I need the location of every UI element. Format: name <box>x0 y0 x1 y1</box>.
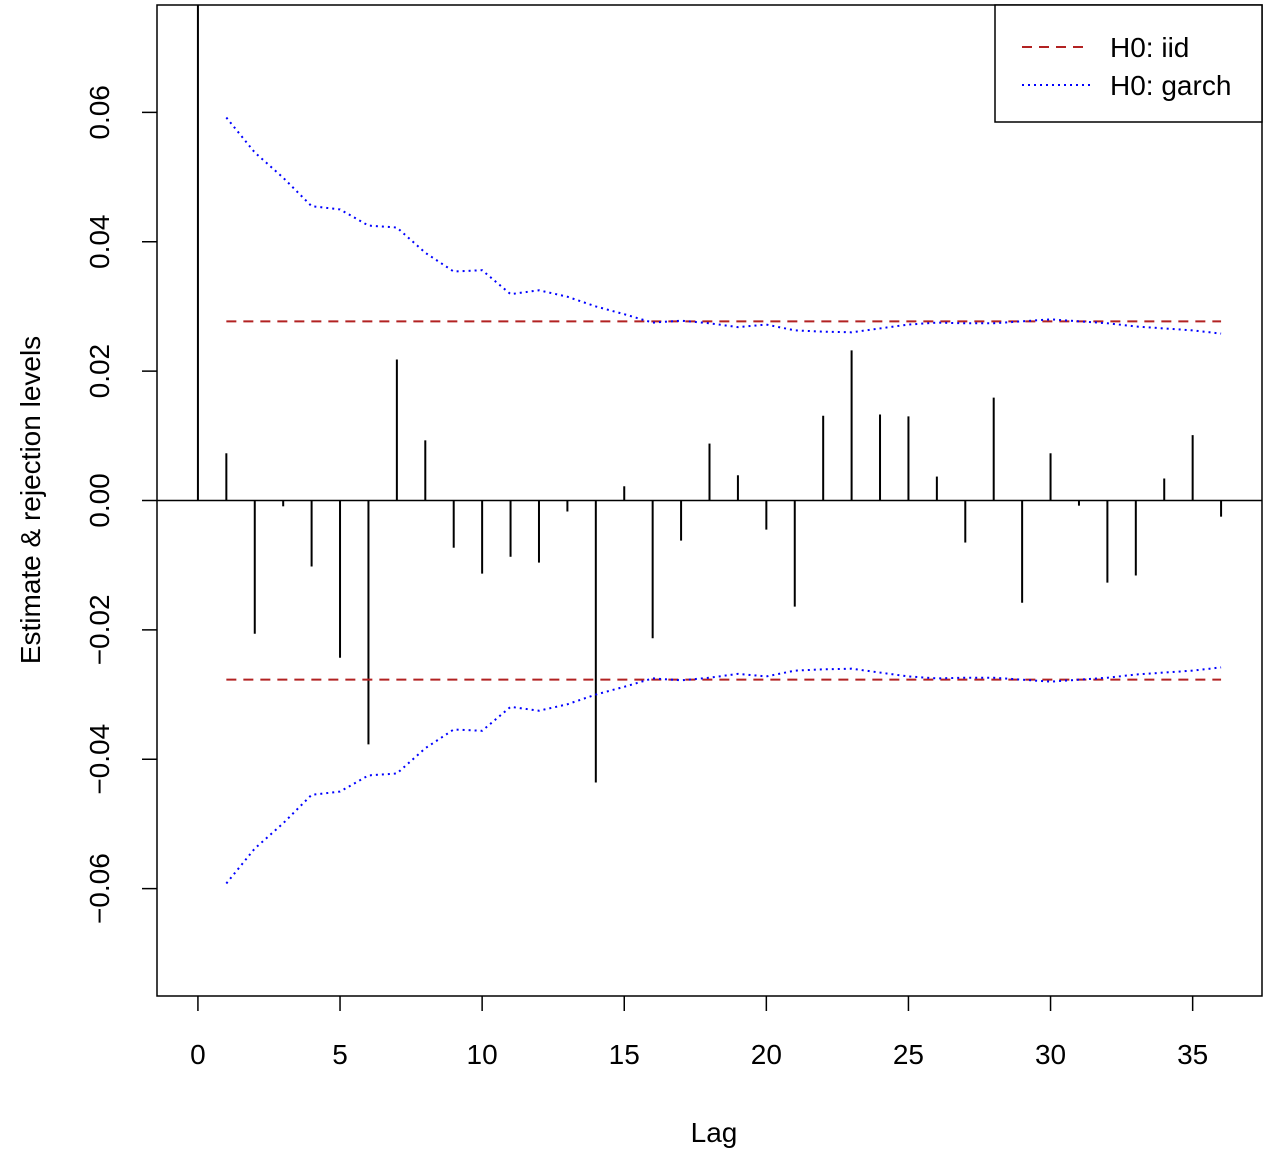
legend-label: H0: iid <box>1110 32 1189 63</box>
x-tick-label: 35 <box>1177 1039 1208 1070</box>
x-axis-label: Lag <box>691 1117 738 1148</box>
y-tick-label: 0.00 <box>84 473 115 528</box>
legend-label: H0: garch <box>1110 70 1231 101</box>
rejection-band <box>225 116 1222 335</box>
y-tick-label: −0.06 <box>84 853 115 924</box>
rejection-band <box>225 666 1222 885</box>
y-tick-label: −0.04 <box>84 724 115 795</box>
x-tick-label: 15 <box>609 1039 640 1070</box>
x-tick-label: 0 <box>190 1039 206 1070</box>
plot-area <box>157 5 1262 885</box>
x-tick-label: 25 <box>893 1039 924 1070</box>
x-tick-label: 5 <box>332 1039 348 1070</box>
legend-box <box>994 4 1263 123</box>
x-tick-label: 10 <box>467 1039 498 1070</box>
y-tick-label: 0.06 <box>84 85 115 140</box>
x-tick-label: 30 <box>1035 1039 1066 1070</box>
y-tick-label: 0.02 <box>84 344 115 399</box>
y-tick-label: 0.04 <box>84 215 115 270</box>
y-axis-label: Estimate & rejection levels <box>15 336 46 664</box>
x-tick-label: 20 <box>751 1039 782 1070</box>
y-tick-label: −0.02 <box>84 594 115 665</box>
